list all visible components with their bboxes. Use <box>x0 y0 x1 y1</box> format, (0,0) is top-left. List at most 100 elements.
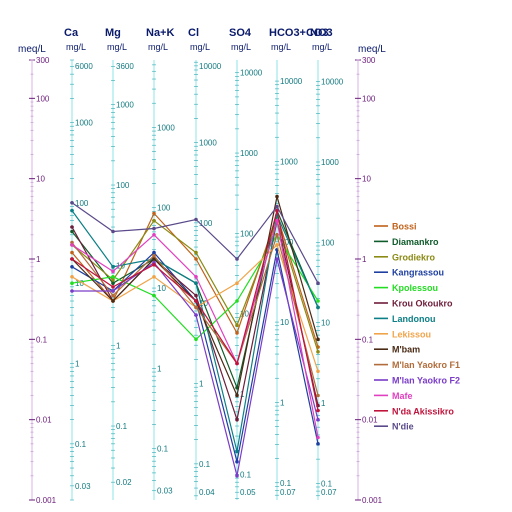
series-point <box>316 281 320 286</box>
ion-axis-title: SO4 <box>229 27 252 39</box>
ion-axis-title: HCO3+CO3 <box>269 27 329 39</box>
legend-label: Grodiekro <box>392 252 436 262</box>
series-point <box>275 218 279 223</box>
legend-label: N'die <box>392 422 414 432</box>
meq-tick-label-right: 10 <box>362 175 371 184</box>
series-point <box>275 233 279 237</box>
series-point <box>152 293 156 298</box>
series-point <box>235 281 239 286</box>
ion-tick-label: 1 <box>280 398 285 407</box>
series-point <box>235 323 239 328</box>
legend-label: Mafe <box>392 391 413 401</box>
series-point <box>111 299 115 303</box>
legend-label: Landonou <box>392 314 436 324</box>
ion-tick-label: 100 <box>280 238 294 247</box>
series-point <box>316 408 320 413</box>
series-point <box>235 257 239 261</box>
series-point <box>194 299 198 303</box>
series-line <box>71 249 319 462</box>
ion-tick-label: 0.1 <box>280 479 292 488</box>
series-point <box>275 194 279 199</box>
ion-axis-unit: mg/L <box>107 42 127 52</box>
legend-label: Kangrassou <box>392 268 444 278</box>
series-point <box>152 257 156 261</box>
legend-label: Diamankro <box>392 237 439 247</box>
ion-tick-label: 0.1 <box>75 440 87 449</box>
series-point <box>70 201 74 205</box>
ion-axis-title: Mg <box>105 27 121 39</box>
series-point <box>70 208 74 213</box>
series-point <box>152 253 156 258</box>
series-point <box>70 281 74 286</box>
meq-axis-unit-right: meq/L <box>358 44 386 55</box>
ion-tick-label: 1 <box>199 380 204 389</box>
legend-label: Bossi <box>392 222 417 232</box>
series-point <box>194 250 198 255</box>
ion-tick-label: 100 <box>75 199 89 208</box>
ion-tick-label: 1000 <box>321 158 339 167</box>
ion-tick-label: 0.07 <box>321 488 337 497</box>
legend-label: Lekissou <box>392 329 431 339</box>
meq-tick-label-left: 300 <box>36 56 50 65</box>
meq-tick-label-right: 0.01 <box>362 416 378 425</box>
series-point <box>152 218 156 223</box>
ion-tick-label: 10000 <box>199 62 222 71</box>
legend-label: M'lan Yaokro F2 <box>392 376 460 386</box>
series-point <box>194 313 198 317</box>
legend-label: Krou Okoukro <box>392 299 453 309</box>
series-point <box>235 474 239 478</box>
series-point <box>275 208 279 213</box>
ion-axis-title: NO3 <box>310 27 333 39</box>
ion-tick-label: 0.1 <box>199 460 211 469</box>
ion-tick-label: 0.07 <box>280 488 296 497</box>
meq-tick-label-left: 10 <box>36 175 45 184</box>
ion-axis-unit: mg/L <box>231 42 251 52</box>
ion-tick-label: 100 <box>157 204 171 213</box>
meq-tick-label-left: 0.01 <box>36 416 52 425</box>
series-point <box>152 275 156 279</box>
ion-tick-label: 1000 <box>240 149 258 158</box>
series-point <box>316 417 320 422</box>
series-point <box>194 275 198 279</box>
meq-tick-label-right: 0.1 <box>362 335 374 344</box>
ion-tick-label: 0.05 <box>240 488 256 497</box>
series-point <box>235 393 239 398</box>
ion-tick-label: 10 <box>321 319 330 328</box>
ion-tick-label: 10000 <box>280 77 303 86</box>
legend: Bossi Diamankro Grodiekro Kangrassou Kpoless… <box>374 222 460 432</box>
ion-tick-label: 0.02 <box>116 478 132 487</box>
series-point <box>152 250 156 255</box>
series-point <box>316 350 320 354</box>
meq-tick-label-left: 0.1 <box>36 335 48 344</box>
ion-tick-label: 100 <box>321 238 335 247</box>
series-point <box>275 243 279 247</box>
series-point <box>316 337 320 342</box>
legend-label: M'lan Yaokro F1 <box>392 360 460 370</box>
ion-tick-label: 6000 <box>75 62 93 71</box>
meq-tick-label-right: 0.001 <box>362 496 383 505</box>
ion-tick-label: 1000 <box>199 139 217 148</box>
axes-layer: meq/L3001001010.10.010.001meq/L300100101… <box>18 27 386 505</box>
series-point <box>316 305 320 310</box>
series-point <box>152 233 156 237</box>
meq-tick-label-right: 100 <box>362 94 376 103</box>
ion-tick-label: 1000 <box>116 101 134 110</box>
series-point <box>70 243 74 247</box>
ion-tick-label: 1000 <box>75 119 93 128</box>
series-point <box>152 226 156 231</box>
series-point <box>316 369 320 374</box>
series-line <box>72 258 319 476</box>
meq-axis-unit-left: meq/L <box>18 44 46 55</box>
ion-tick-label: 0.04 <box>199 488 215 497</box>
ion-tick-label: 10000 <box>240 69 263 78</box>
series-point <box>111 265 115 269</box>
series-point <box>111 289 115 293</box>
ion-tick-label: 1000 <box>157 123 175 132</box>
series-point <box>111 269 115 274</box>
ion-tick-label: 0.1 <box>240 470 252 479</box>
series-point <box>111 275 115 279</box>
series-point <box>194 217 198 222</box>
series-point <box>70 229 74 234</box>
ion-tick-label: 0.03 <box>157 487 173 496</box>
